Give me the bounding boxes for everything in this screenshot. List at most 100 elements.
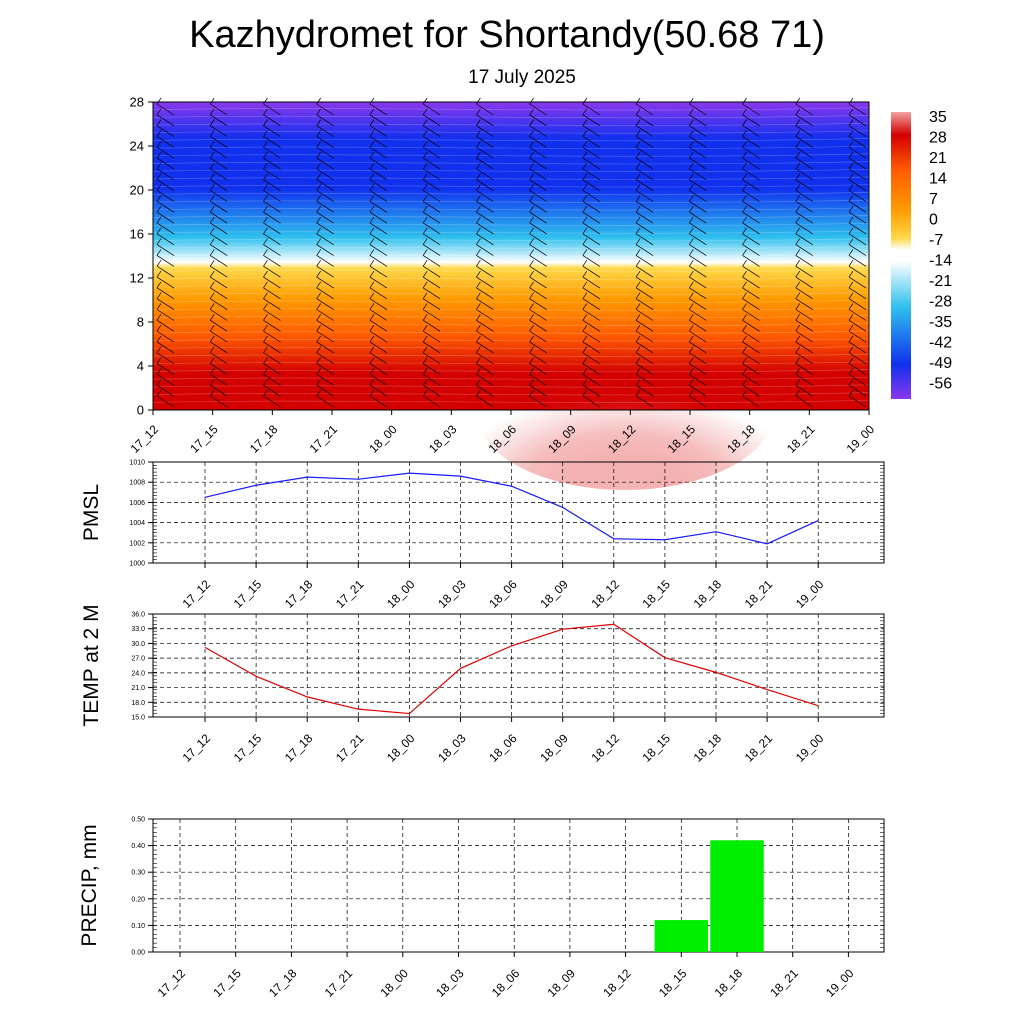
wind-barb-flag xyxy=(582,119,588,126)
wind-barb xyxy=(529,233,547,246)
wind-barb-flag xyxy=(369,195,375,202)
wind-barb xyxy=(369,320,388,332)
wind-barb xyxy=(582,157,601,170)
wind-barb-flag xyxy=(156,216,162,224)
wind-barb-flag xyxy=(582,281,588,289)
contour-line xyxy=(152,276,870,280)
wind-barb xyxy=(156,136,175,148)
x-tick-label: 18_06 xyxy=(486,731,520,765)
wind-barb xyxy=(156,309,175,321)
wind-barb-flag xyxy=(316,324,321,332)
wind-barb-flag xyxy=(209,389,215,397)
wind-barb-flag xyxy=(742,238,747,245)
wind-barb xyxy=(476,179,494,191)
wind-barb xyxy=(369,341,388,354)
wind-barb xyxy=(210,233,228,246)
wind-barb-flag xyxy=(848,357,854,364)
wind-barb-flag xyxy=(582,335,588,343)
wind-barb xyxy=(422,395,441,408)
wind-barb-flag xyxy=(422,335,428,343)
wind-barb-flag xyxy=(529,378,534,386)
wind-barb-flag xyxy=(795,162,801,170)
wind-barb-flag xyxy=(476,368,481,375)
wind-barb xyxy=(369,276,388,289)
wind-barb xyxy=(742,287,760,300)
wind-barb xyxy=(529,211,547,224)
wind-barb-flag xyxy=(476,389,481,397)
wind-barb xyxy=(742,125,760,137)
contour-line xyxy=(152,145,870,149)
y-tick-label: 18.0 xyxy=(131,700,145,707)
wind-barb xyxy=(689,309,707,321)
wind-barb-flag xyxy=(689,119,694,126)
wind-barb xyxy=(689,395,707,408)
precip-bar xyxy=(654,920,709,952)
wind-barb xyxy=(263,244,281,256)
wind-barb-flag xyxy=(635,216,641,224)
wind-barb xyxy=(369,233,388,246)
wind-barb-flag xyxy=(476,238,481,245)
wind-barb-flag xyxy=(582,368,588,375)
wind-barb xyxy=(689,320,707,332)
wind-barb xyxy=(742,341,760,354)
wind-barb xyxy=(156,211,175,224)
wind-barb xyxy=(422,146,441,159)
wind-barb xyxy=(316,298,334,310)
wind-barb xyxy=(210,125,228,137)
wind-barb xyxy=(582,341,601,354)
wind-barb xyxy=(742,179,760,191)
wind-barb xyxy=(635,233,654,246)
wind-barb-flag xyxy=(156,314,162,321)
wind-barb-flag xyxy=(422,216,428,224)
wind-barb-flag xyxy=(263,173,268,180)
wind-barb xyxy=(156,244,175,256)
colorbar-label: -35 xyxy=(929,314,952,331)
wind-barb-flag xyxy=(422,292,428,299)
wind-barb-flag xyxy=(422,368,428,375)
wind-barb xyxy=(476,114,494,127)
wind-barb-flag xyxy=(529,173,534,180)
wind-barb-flag xyxy=(529,184,534,191)
wind-barb-flag xyxy=(422,227,428,234)
wind-barb-flag xyxy=(635,162,641,170)
wind-barb xyxy=(316,309,334,321)
wind-barb-flag xyxy=(422,119,428,126)
wind-barb-flag xyxy=(582,270,588,278)
wind-barb xyxy=(316,320,334,332)
y-tick-label: 12 xyxy=(130,271,144,286)
wind-barb xyxy=(422,103,441,116)
wind-barb-flag xyxy=(795,108,801,116)
x-tick-label: 17_21 xyxy=(307,422,341,456)
wind-barb-flag xyxy=(582,97,588,105)
wind-barb-flag xyxy=(582,238,588,245)
wind-barb-flag xyxy=(209,162,215,170)
wind-barb xyxy=(156,287,175,300)
wind-barb-flag xyxy=(795,238,801,245)
wind-barb-flag xyxy=(529,389,534,397)
wind-barb-flag xyxy=(369,292,375,299)
contour-line xyxy=(152,115,870,119)
x-tick-label: 18_21 xyxy=(742,577,776,611)
wind-barb-flag xyxy=(582,389,588,397)
y-tick-label: 1008 xyxy=(129,480,145,487)
wind-barb-flag xyxy=(209,97,215,105)
wind-barb-flag xyxy=(689,324,694,332)
wind-barb-flag xyxy=(422,184,428,191)
wind-barb xyxy=(742,320,760,332)
wind-barb-flag xyxy=(795,346,801,353)
wind-barb-flag xyxy=(742,97,747,105)
wind-barb-flag xyxy=(848,205,854,213)
wind-barb-flag xyxy=(476,314,481,321)
wind-barb-flag xyxy=(795,227,801,234)
wind-barb-flag xyxy=(742,151,747,159)
y-tick-label: 8 xyxy=(137,315,144,330)
wind-barb-flag xyxy=(316,184,321,191)
wind-barb-flag xyxy=(742,162,747,170)
wind-barb-flag xyxy=(369,97,375,105)
wind-barb xyxy=(422,287,441,300)
wind-barb-flag xyxy=(369,324,375,332)
wind-barb-flag xyxy=(742,227,747,234)
wind-barb xyxy=(263,352,281,365)
wind-barb-flag xyxy=(529,281,534,289)
wind-barb xyxy=(156,146,175,159)
